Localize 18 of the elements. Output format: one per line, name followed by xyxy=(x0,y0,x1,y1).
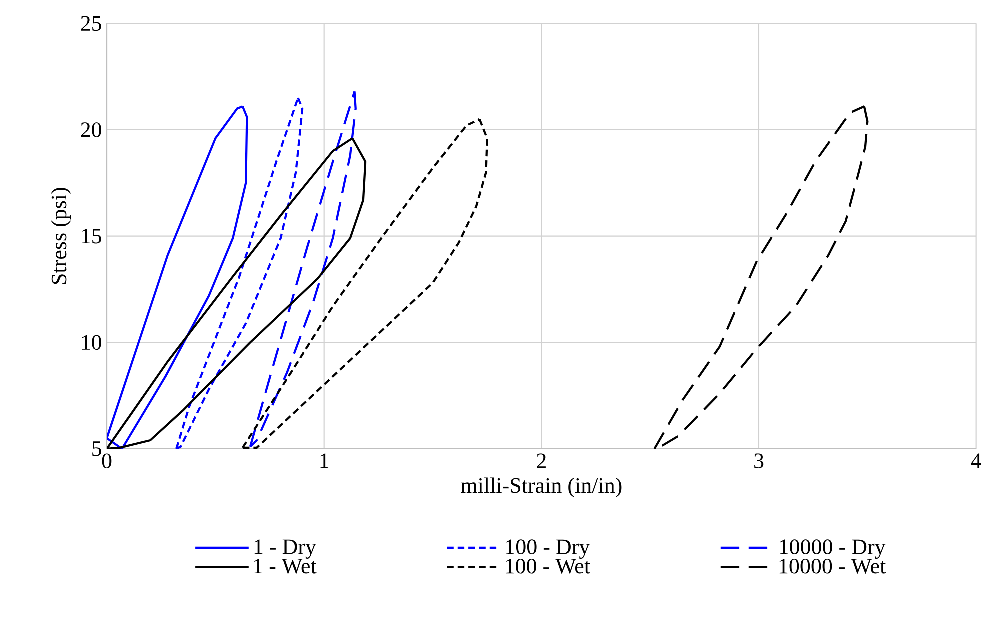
y-tick-label: 25 xyxy=(81,16,102,32)
legend-label: 10000 - Dry xyxy=(780,540,886,560)
legend-label: 100 - Wet xyxy=(506,558,590,574)
y-tick-label: 15 xyxy=(82,228,102,244)
x-tick-label: 1 xyxy=(320,454,329,468)
x-tick-label: 3 xyxy=(754,454,764,468)
y-tick-label: 10 xyxy=(82,335,102,350)
legend-label: 1 - Dry xyxy=(254,540,316,559)
y-tick-label: 20 xyxy=(81,122,102,138)
x-tick-label: 2 xyxy=(537,454,546,468)
legend-label: 1 - Wet xyxy=(254,559,317,574)
x-tick-label: 4 xyxy=(971,454,982,468)
y-tick-label: 5 xyxy=(92,442,102,456)
x-tick-label: 0 xyxy=(102,454,112,469)
legend-label: 10000 - Wet xyxy=(780,558,886,574)
y-axis-title: Stress (psi) xyxy=(51,188,72,284)
legend-label: 100 - Dry xyxy=(506,540,590,560)
x-axis-title: milli-Strain (in/in) xyxy=(461,478,622,498)
